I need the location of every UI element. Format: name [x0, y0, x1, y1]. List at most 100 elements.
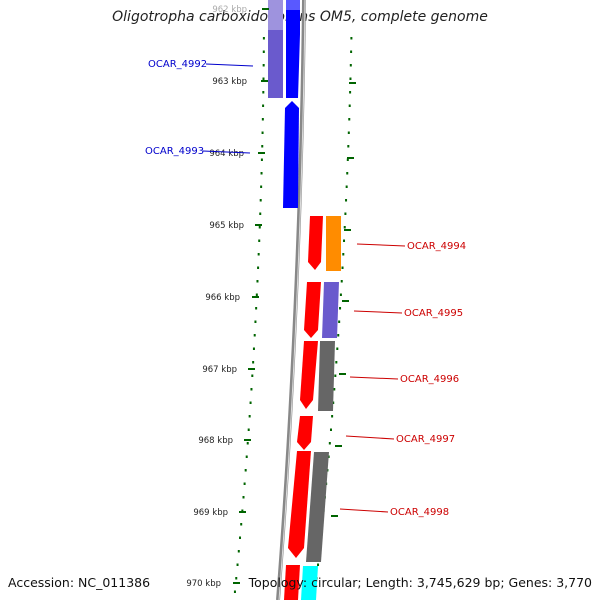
- gene-label[interactable]: OCAR_4995: [404, 308, 463, 319]
- gc-dot: [338, 320, 341, 323]
- gc-dot: [340, 280, 343, 283]
- kbp-tick-mark-right: [335, 445, 342, 447]
- kbp-tick-mark: [252, 296, 259, 298]
- topology-summary: Topology: circular; Length: 3,745,629 bp…: [248, 575, 592, 590]
- gc-dot: [259, 212, 262, 215]
- gc-dot: [260, 185, 263, 188]
- gc-dot: [233, 590, 236, 593]
- cog-block-4992-shade: [268, 0, 283, 30]
- cds-ocar-4996[interactable]: [300, 341, 318, 409]
- kbp-tick-mark: [244, 439, 251, 441]
- gc-dot: [335, 361, 338, 364]
- gc-dot: [345, 185, 348, 188]
- cds-ocar-4992-shade: [286, 0, 300, 10]
- gc-dot: [260, 158, 263, 161]
- cog-ring-left: [268, 0, 283, 98]
- gc-dot: [260, 172, 263, 175]
- gene-leader-line: [339, 508, 389, 513]
- cog-block-4996: [318, 341, 335, 411]
- gc-dot: [317, 563, 320, 566]
- gc-dot: [334, 374, 337, 377]
- kbp-tick-label: 962 kbp: [212, 5, 247, 15]
- gc-dot: [347, 145, 350, 148]
- gene-leader-line: [356, 243, 406, 247]
- gc-dot: [242, 496, 245, 499]
- kbp-tick-mark-right: [347, 157, 354, 159]
- kbp-tick-mark: [239, 511, 246, 513]
- kbp-tick-mark-right: [331, 515, 338, 517]
- gc-dot: [348, 118, 351, 121]
- gc-dot: [262, 91, 265, 94]
- kbp-tick-label: 968 kbp: [198, 436, 233, 446]
- gc-dot: [349, 91, 352, 94]
- kbp-tick-label: 963 kbp: [212, 77, 247, 87]
- gc-dot: [248, 415, 251, 418]
- cds-ocar-4993[interactable]: [283, 101, 299, 208]
- gc-dot: [346, 172, 349, 175]
- cog-block-4992: [268, 0, 283, 98]
- gc-dot: [345, 199, 348, 202]
- gc-dot: [261, 145, 264, 148]
- gc-dot: [239, 536, 242, 539]
- kbp-tick-mark-right: [349, 82, 356, 84]
- cds-ocar-4997[interactable]: [297, 416, 313, 450]
- gene-label[interactable]: OCAR_4998: [390, 507, 449, 518]
- gene-label[interactable]: OCAR_4993: [145, 146, 204, 157]
- gc-dot: [253, 334, 256, 337]
- accession-label: Accession: NC_011386: [8, 575, 151, 590]
- gc-dot: [247, 428, 250, 431]
- kbp-tick-mark: [258, 152, 265, 154]
- gc-dot: [333, 388, 336, 391]
- kbp-tick-label: 966 kbp: [205, 293, 240, 303]
- cds-ocar-4998[interactable]: [288, 451, 311, 558]
- gc-dot: [329, 428, 332, 431]
- kbp-tick-mark: [255, 224, 262, 226]
- gene-label[interactable]: OCAR_4994: [407, 241, 466, 252]
- gc-dot: [252, 361, 255, 364]
- gene-leader-line: [353, 310, 403, 314]
- cds-ocar-4995[interactable]: [304, 282, 321, 338]
- gc-dot: [244, 469, 247, 472]
- gene-label[interactable]: OCAR_4996: [400, 374, 459, 385]
- gc-dot: [241, 509, 244, 512]
- gc-dot: [256, 280, 259, 283]
- kbp-tick-mark-right: [344, 229, 351, 231]
- kbp-tick-mark: [233, 582, 240, 584]
- gc-dot: [349, 64, 352, 67]
- backbone-line: [276, 0, 306, 600]
- gc-dot: [252, 347, 255, 350]
- kbp-tick-mark: [248, 368, 255, 370]
- gc-dot: [343, 239, 346, 242]
- gc-dot: [255, 293, 258, 296]
- gc-dot: [262, 50, 265, 53]
- gc-dot: [337, 334, 340, 337]
- gc-dot: [245, 455, 248, 458]
- gene-label[interactable]: OCAR_4992: [148, 59, 207, 70]
- cog-block-4994: [326, 216, 341, 271]
- gc-dot: [350, 37, 353, 40]
- gc-dot: [257, 266, 260, 269]
- gc-dot: [246, 442, 249, 445]
- gc-dot: [342, 253, 345, 256]
- forward-strand-features: [284, 216, 323, 600]
- kbp-tick-mark: [261, 80, 268, 82]
- gc-dot: [262, 77, 265, 80]
- gc-dot: [257, 253, 260, 256]
- kbp-tick-label: 969 kbp: [193, 508, 228, 518]
- kbp-tick-label: 964 kbp: [209, 149, 244, 159]
- reverse-strand-features: [283, 0, 300, 208]
- gc-dot: [336, 347, 339, 350]
- cds-ocar-4994[interactable]: [308, 216, 323, 270]
- backbone-highlight: [278, 0, 306, 600]
- gc-dot: [348, 104, 351, 107]
- gc-dot: [259, 199, 262, 202]
- gene-leader-line: [202, 150, 251, 154]
- gc-dot: [261, 118, 264, 121]
- cds-ocar-4992[interactable]: [286, 0, 300, 98]
- gc-dot: [262, 64, 265, 67]
- gc-dot: [261, 131, 264, 134]
- gc-dot: [350, 50, 353, 53]
- gene-label[interactable]: OCAR_4997: [396, 434, 455, 445]
- cog-ring-right: [301, 216, 341, 600]
- gene-leader-line: [349, 376, 399, 380]
